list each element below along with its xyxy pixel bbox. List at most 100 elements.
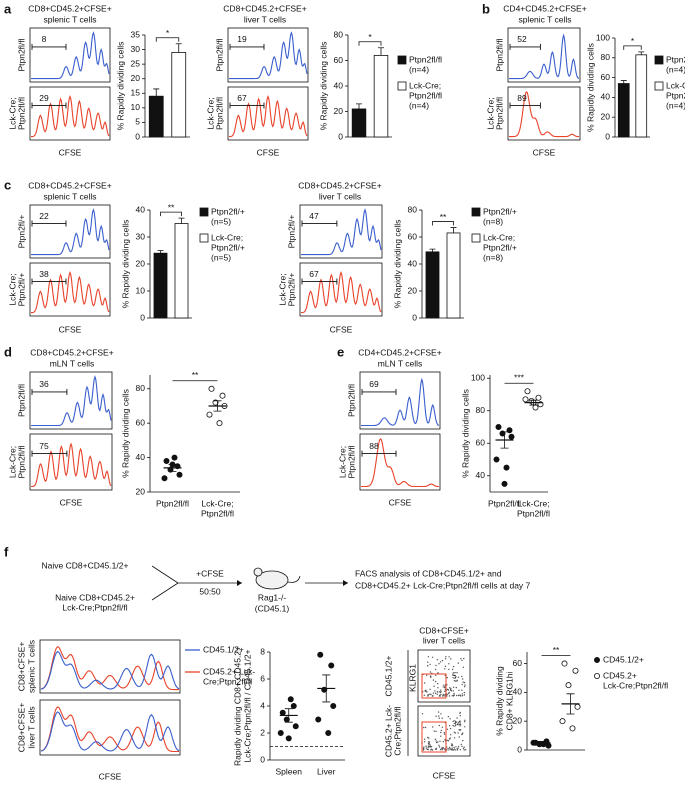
histogram-label: Lck-Cre; (205, 97, 215, 129)
plot-frame (29, 262, 111, 317)
y-tick-label: 20 (136, 486, 146, 496)
facs-event (459, 749, 461, 751)
legend-swatch (397, 55, 407, 65)
histogram-label: CD8+CFSE+ (16, 703, 26, 753)
facs-event (457, 694, 460, 697)
data-point (493, 456, 500, 463)
facs-event (440, 735, 442, 737)
category-label: Spleen (276, 766, 303, 776)
facs-event (444, 695, 446, 697)
y-axis-label: % Rapidly dividing (494, 666, 504, 736)
data-point (503, 464, 510, 471)
facs-event (457, 662, 459, 664)
gate-value: 38 (39, 269, 49, 279)
facs-event (441, 747, 444, 749)
error-bar (356, 103, 362, 109)
diagram-label: Lck-Cre;Ptpn2fl/fl (62, 602, 127, 612)
error-bar (178, 217, 185, 224)
bar (148, 95, 164, 138)
significance-bracket (358, 41, 382, 46)
bar (153, 252, 168, 319)
x-axis-label: CFSE (257, 147, 280, 157)
error-bar (322, 674, 331, 703)
y-tick-label: 0 (605, 131, 610, 141)
data-point (572, 667, 579, 674)
facs-event (455, 680, 457, 682)
facs-label: CD45.2+ Lck- (383, 705, 393, 757)
facs-event (451, 748, 454, 751)
facs-event (462, 678, 464, 680)
legend-label: (n=4) (409, 100, 429, 110)
facs-event (463, 749, 465, 751)
diagram-label: Rag1-/- (258, 592, 287, 602)
legend-marker (594, 657, 601, 664)
facs-event (463, 657, 465, 660)
legend-label: CD45.1/2+ (603, 654, 644, 664)
facs-event (455, 686, 457, 689)
diagram-label: FACS analysis of CD8+CD45.1/2+ and (355, 568, 502, 578)
facs-event (447, 740, 450, 742)
facs-event (457, 676, 460, 678)
gate-value: 29 (39, 93, 49, 103)
facs-event (437, 711, 440, 713)
data-point (292, 723, 299, 730)
facs-event (439, 749, 442, 751)
legend-swatch (199, 233, 209, 243)
facs-event (459, 694, 461, 696)
facs-event (423, 741, 426, 743)
y-tick-label: 60 (513, 658, 523, 668)
y-tick-label: 40 (601, 92, 611, 102)
gate (31, 450, 68, 457)
data-point (325, 730, 332, 737)
y-tick-label: 20 (513, 715, 523, 725)
legend-label: (n=4) (666, 100, 685, 110)
facs-event (451, 668, 454, 671)
facs-event (456, 748, 458, 750)
facs-event (458, 736, 460, 738)
plot-frame (417, 705, 471, 757)
plot-frame (29, 86, 111, 141)
histogram-label: Ptpn2fl/+ (286, 215, 296, 249)
y-tick-label: 15 (131, 88, 141, 98)
histogram-label: Ptpn2fl/fl (16, 445, 26, 478)
gate (31, 43, 67, 50)
facs-event (446, 739, 448, 742)
legend-label: Ptpn2fl/+ (211, 242, 245, 252)
facs-event (461, 683, 463, 686)
y-tick-label: 0 (135, 131, 140, 141)
facs-event (444, 665, 447, 668)
facs-event (443, 747, 445, 750)
panel-label: b (482, 1, 490, 16)
facs-event (449, 748, 451, 750)
gate-value: 19 (237, 34, 247, 44)
facs-label: CD45.1/2+ (383, 656, 393, 697)
facs-event (438, 717, 440, 719)
facs-event (430, 693, 432, 696)
facs-event (459, 729, 461, 731)
facs-event (456, 717, 458, 719)
data-point (495, 423, 502, 430)
diagram-label: (CD45.1) (255, 603, 290, 613)
panel-title: CD8+CD45.2+CFSE+ (28, 180, 111, 190)
data-point (285, 735, 292, 742)
facs-event (457, 732, 459, 734)
facs-event (461, 695, 464, 697)
legend-label: Lck-Cre;Ptpn2fl/fl (603, 680, 668, 690)
facs-event (432, 692, 435, 694)
y-tick-label: 80 (334, 29, 344, 39)
legend-swatch (654, 55, 664, 65)
legend-label: Lck-Cre; (211, 232, 243, 242)
facs-event (427, 694, 429, 696)
data-point (315, 716, 322, 723)
facs-event (436, 659, 438, 661)
x-axis-label: CFSE (60, 497, 83, 507)
facs-event (442, 686, 444, 688)
gate (361, 388, 397, 395)
legend-swatch (471, 233, 481, 243)
facs-event (444, 690, 446, 692)
gate-value: 69 (369, 379, 379, 389)
facs-event (435, 740, 437, 742)
data-point (501, 480, 508, 487)
facs-event (423, 726, 425, 729)
gate-value: 89 (517, 93, 527, 103)
